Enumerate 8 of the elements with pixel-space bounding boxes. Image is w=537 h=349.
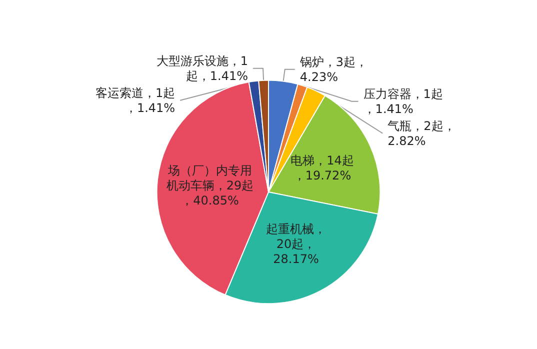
slice-label: 压力容器，1起，1.41% [363,86,443,116]
slice-label: 起重机械，20起，28.17% [266,222,326,266]
slice-label: 大型游乐设施，1起，1.41% [156,54,248,83]
slice-label: 客运索道，1起，1.41% [95,86,176,115]
slice-label: 锅炉，3起，4.23% [298,54,368,84]
slice-label: 电梯，14起，19.72% [290,153,354,182]
slice-label: 气瓶，2起，2.82% [388,118,456,148]
slice-label: 场（厂）内专用机动车辆，29起，40.85% [166,163,254,208]
